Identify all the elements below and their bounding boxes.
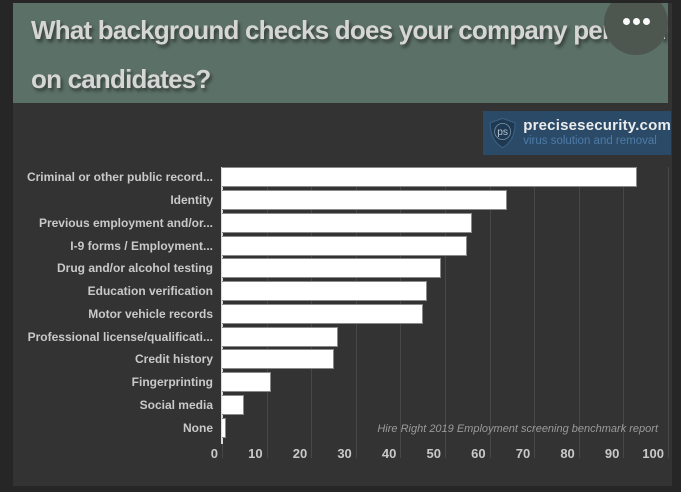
category-label: Professional license/qualificati...	[27, 329, 213, 344]
gridline	[578, 167, 580, 458]
bar-track	[222, 394, 668, 415]
bar-row: I-9 forms / Employment...	[13, 234, 668, 257]
bar-track	[222, 303, 668, 324]
category-label: None	[183, 420, 213, 435]
bar-row: None	[13, 416, 668, 439]
bar[interactable]	[222, 303, 423, 324]
category-label: Criminal or other public record...	[26, 170, 213, 185]
bar[interactable]	[222, 235, 468, 256]
gridline	[445, 167, 446, 458]
bar-track	[222, 235, 668, 256]
ps-shield-icon: ps	[489, 117, 516, 149]
x-tick-label: 50	[426, 446, 441, 461]
logo-tagline: virus solution and removal	[523, 135, 657, 148]
gridline	[534, 167, 536, 458]
bar-row: Education verification	[13, 280, 668, 303]
bar[interactable]	[222, 417, 227, 438]
bar-row: Professional license/qualificati...	[13, 325, 668, 348]
category-label: Fingerprinting	[131, 375, 213, 390]
category-label: Credit history	[134, 352, 213, 367]
bar-track	[222, 417, 668, 438]
x-tick-label: 60	[471, 446, 486, 461]
bar[interactable]	[222, 167, 637, 188]
ellipsis-icon	[622, 18, 630, 25]
x-tick-label: 30	[337, 446, 352, 461]
chart-title-line-1: What background checks does your company…	[31, 15, 667, 45]
bar-row: Drug and/or alcohol testing	[13, 257, 668, 280]
x-tick-label: 70	[515, 446, 531, 461]
bar-row: Identity	[13, 189, 668, 212]
svg-text:ps: ps	[497, 127, 508, 138]
gridline	[489, 167, 491, 458]
bar-track	[222, 167, 668, 188]
x-tick-label: 10	[248, 446, 263, 461]
source-annotation: Hire Right 2019 Employment screening ben…	[377, 423, 658, 435]
category-label: I-9 forms / Employment...	[70, 238, 213, 253]
logo-text: precisesecurity.com virus solution and r…	[523, 118, 671, 148]
page-background: What background checks does your company…	[13, 3, 672, 486]
bar[interactable]	[222, 326, 338, 347]
category-label: Education verification	[87, 284, 213, 299]
bar[interactable]	[222, 394, 245, 415]
gridline	[623, 167, 625, 458]
x-tick-label: 90	[604, 446, 620, 461]
x-tick-label: 20	[292, 446, 308, 461]
precisesecurity-logo[interactable]: ps precisesecurity.com virus solution an…	[483, 111, 671, 155]
category-label: Previous employment and/or...	[38, 215, 213, 230]
bar[interactable]	[222, 372, 272, 393]
x-tick-label: 0	[210, 446, 218, 461]
bar-rows: Criminal or other public record... Identi…	[13, 166, 668, 439]
bar-track	[222, 326, 668, 347]
category-label: Motor vehicle records	[88, 306, 213, 321]
bar-chart: Hire Right 2019 Employment screening ben…	[13, 164, 669, 469]
x-tick-label: 80	[560, 446, 575, 461]
bar-track	[222, 372, 668, 393]
bar-track	[222, 349, 668, 370]
ellipsis-icon	[642, 18, 650, 25]
logo-name: precisesecurity.com	[523, 117, 671, 135]
bar-row: Credit history	[13, 348, 668, 371]
bar[interactable]	[222, 190, 508, 211]
bar[interactable]	[222, 258, 441, 279]
ellipsis-icon	[632, 18, 640, 25]
bar[interactable]	[222, 281, 428, 302]
bar-track	[222, 258, 668, 279]
category-label: Social media	[139, 397, 213, 412]
x-tick-label: 40	[381, 446, 397, 461]
chart-header: What background checks does your company…	[13, 3, 668, 103]
bar-row: Motor vehicle records	[13, 303, 668, 326]
bar-track	[222, 190, 668, 211]
category-label: Identity	[170, 193, 213, 208]
bar-track	[222, 281, 668, 302]
bar-row: Previous employment and/or...	[13, 212, 668, 235]
bar-track	[222, 212, 668, 233]
gridline	[668, 167, 669, 458]
bar[interactable]	[222, 212, 472, 233]
chart-title-line-2: on candidates?	[31, 64, 211, 94]
category-label: Drug and/or alcohol testing	[56, 261, 213, 276]
bar-row: Criminal or other public record...	[13, 166, 668, 189]
chart-context-menu-button[interactable]	[604, 3, 668, 55]
bar-row: Social media	[13, 394, 668, 417]
bar-row: Fingerprinting	[13, 371, 668, 394]
x-tick-label: 100	[642, 446, 664, 461]
bar[interactable]	[222, 349, 334, 370]
